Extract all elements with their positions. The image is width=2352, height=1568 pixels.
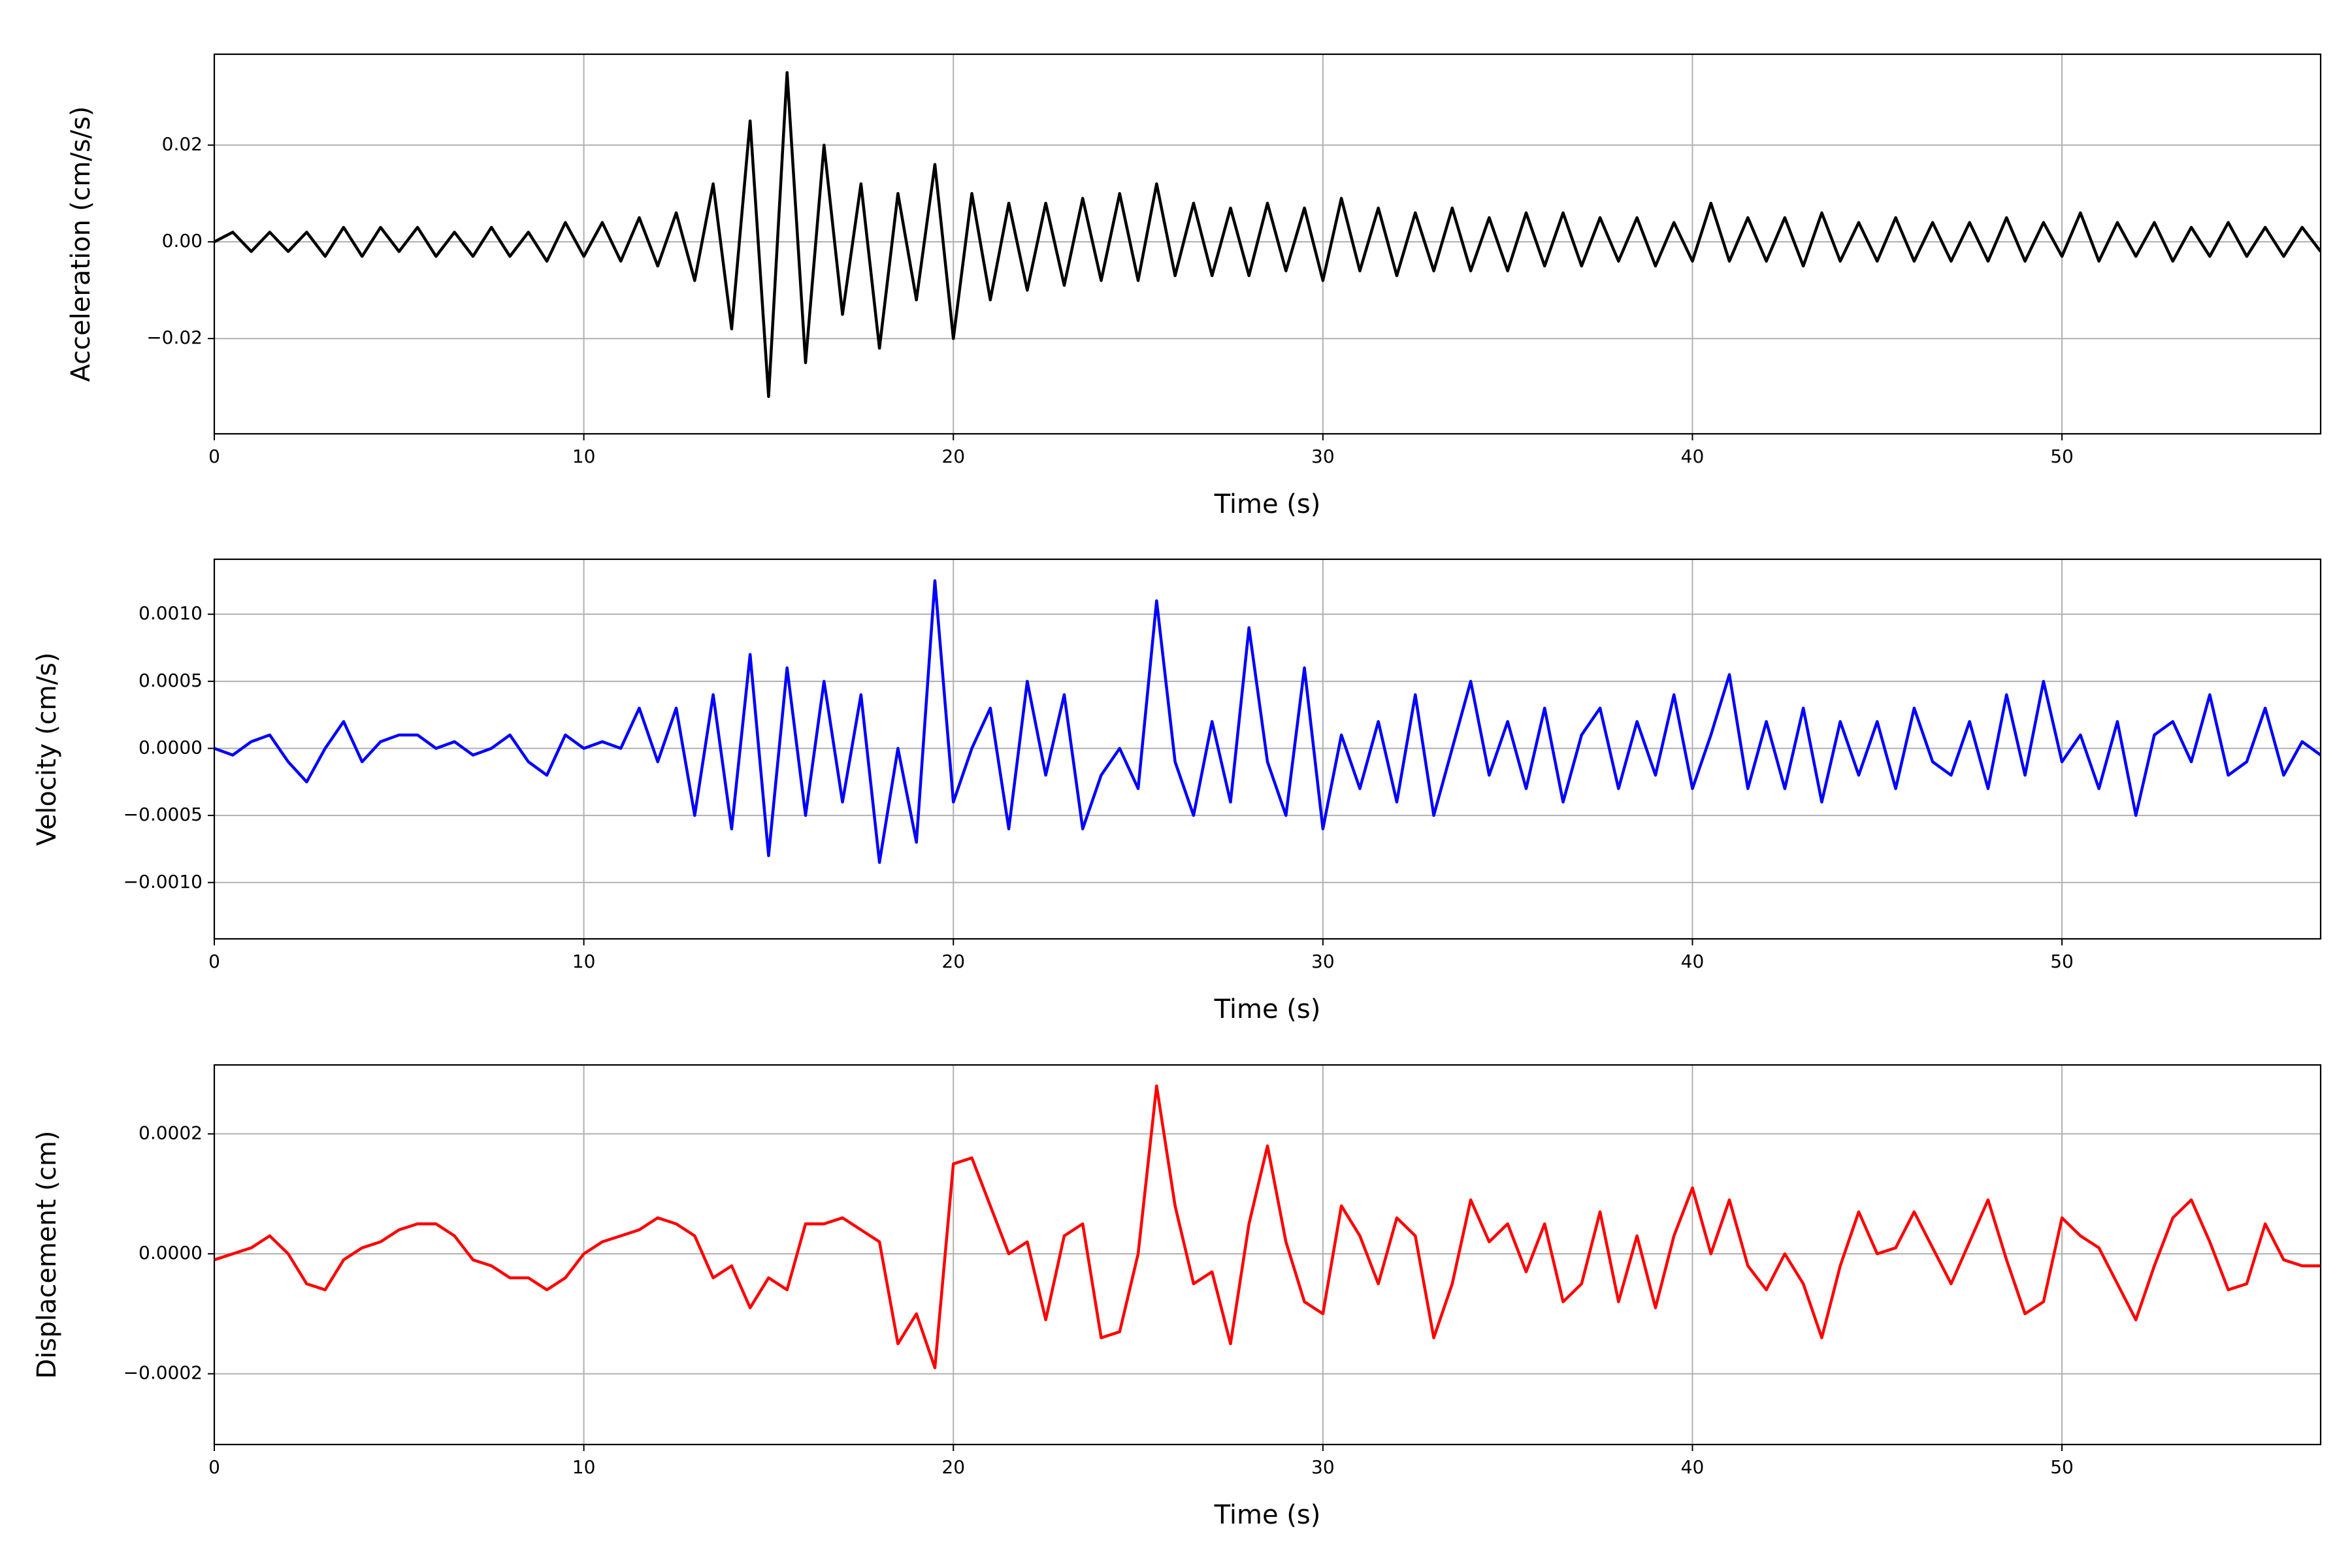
axes-frame <box>213 53 2322 435</box>
x-tick-label: 40 <box>1681 1456 1705 1478</box>
y-axis-label: Acceleration (cm/s/s) <box>66 106 96 382</box>
y-tick-label: 0.0010 <box>139 602 203 624</box>
x-tick-label: 0 <box>208 951 220 972</box>
x-tick-label: 10 <box>572 1456 596 1478</box>
x-tick-label: 30 <box>1311 1456 1335 1478</box>
data-line <box>214 579 2321 864</box>
x-tick-label: 0 <box>208 446 220 467</box>
x-tick-label: 20 <box>941 1456 965 1478</box>
x-axis-label: Time (s) <box>1214 994 1321 1024</box>
y-tick-label: −0.0005 <box>123 804 203 825</box>
y-tick-label: 0.0000 <box>139 736 203 758</box>
x-tick-label: 20 <box>941 446 965 467</box>
y-tick-label: −0.02 <box>146 327 203 348</box>
x-axis-label: Time (s) <box>1214 1500 1321 1530</box>
y-tick-label: 0.0002 <box>139 1122 203 1144</box>
x-tick-label: 30 <box>1311 951 1335 972</box>
axes-frame <box>213 558 2322 940</box>
x-tick-label: 50 <box>2050 951 2074 972</box>
x-tick-label: 30 <box>1311 446 1335 467</box>
x-tick-label: 10 <box>572 446 596 467</box>
x-tick-label: 10 <box>572 951 596 972</box>
x-axis-label: Time (s) <box>1214 489 1321 519</box>
y-tick-label: 0.02 <box>162 133 203 155</box>
x-tick-label: 40 <box>1681 446 1705 467</box>
x-tick-label: 40 <box>1681 951 1705 972</box>
data-line <box>214 1084 2321 1369</box>
axes-frame <box>213 1064 2322 1446</box>
y-tick-label: 0.00 <box>162 230 203 252</box>
x-tick-label: 50 <box>2050 1456 2074 1478</box>
y-tick-label: −0.0002 <box>123 1362 203 1384</box>
x-tick-label: 0 <box>208 1456 220 1478</box>
y-tick-label: −0.0010 <box>123 871 203 892</box>
data-line <box>214 71 2321 399</box>
y-tick-label: 0.0000 <box>139 1242 203 1264</box>
x-tick-label: 20 <box>941 951 965 972</box>
x-tick-label: 50 <box>2050 446 2074 467</box>
y-tick-label: 0.0005 <box>139 670 203 691</box>
y-axis-label: Velocity (cm/s) <box>32 652 62 845</box>
y-axis-label: Displacement (cm) <box>32 1131 62 1379</box>
